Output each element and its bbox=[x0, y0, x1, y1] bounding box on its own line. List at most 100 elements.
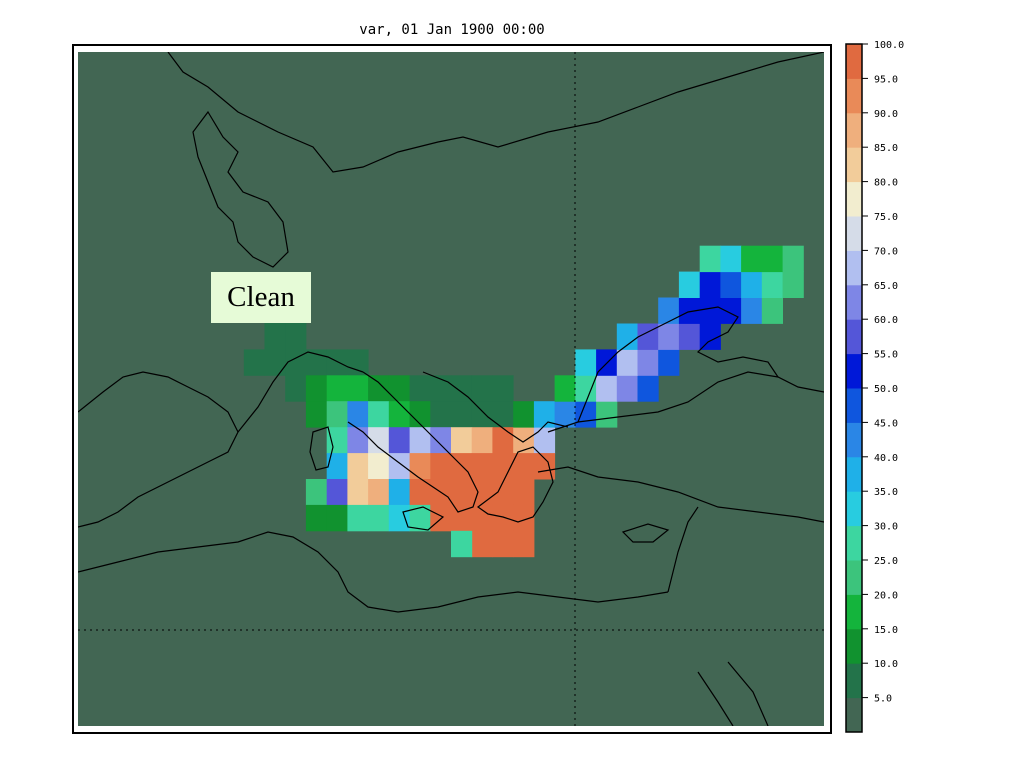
data-cell bbox=[326, 349, 348, 376]
colorbar-swatch bbox=[846, 697, 862, 733]
data-cell bbox=[285, 375, 307, 402]
data-cell bbox=[409, 375, 431, 402]
data-cell bbox=[305, 504, 328, 532]
colorbar-swatch bbox=[846, 353, 862, 389]
data-cell bbox=[409, 479, 431, 506]
data-cell bbox=[347, 427, 369, 454]
data-cell bbox=[741, 271, 763, 298]
data-cell bbox=[596, 375, 618, 402]
colorbar-tick-label: 15.0 bbox=[874, 625, 898, 636]
colorbar-swatch bbox=[846, 181, 862, 217]
data-cell bbox=[451, 504, 473, 532]
colorbar-swatch bbox=[846, 112, 862, 148]
data-cell bbox=[741, 245, 763, 273]
data-cell bbox=[658, 323, 680, 350]
data-cell bbox=[720, 297, 742, 324]
colorbar-swatch bbox=[846, 560, 862, 595]
data-cell bbox=[658, 297, 680, 324]
colorbar-swatches: 5.0 10.0 15.0 20.0 25.0 30.0 35.0 40.0 45.0 50.0 5… bbox=[845, 40, 904, 733]
map-title: var, 01 Jan 1900 00:00 bbox=[359, 22, 545, 38]
data-cell bbox=[430, 427, 452, 454]
colorbar-swatch bbox=[846, 44, 862, 79]
data-cell bbox=[347, 349, 369, 376]
data-cell bbox=[699, 323, 721, 350]
data-cell bbox=[409, 427, 431, 454]
data-cell bbox=[658, 349, 680, 376]
colorbar-tick-label: 90.0 bbox=[874, 109, 898, 120]
data-cell bbox=[782, 271, 804, 298]
data-cell bbox=[513, 401, 535, 428]
colorbar-swatch bbox=[846, 78, 862, 114]
data-cell bbox=[699, 245, 721, 273]
data-cell bbox=[451, 401, 473, 428]
data-cell bbox=[471, 479, 493, 506]
data-cell bbox=[699, 297, 721, 324]
coast-black-sea bbox=[577, 306, 779, 423]
data-cell bbox=[368, 375, 390, 402]
data-cell bbox=[388, 479, 410, 506]
data-cell bbox=[471, 453, 493, 480]
data-cell bbox=[678, 323, 701, 350]
data-cell bbox=[761, 271, 783, 298]
colorbar-swatch bbox=[846, 422, 862, 458]
data-cell bbox=[513, 530, 535, 558]
data-cell bbox=[741, 297, 763, 324]
data-cell bbox=[326, 479, 348, 506]
colorbar-tick-label: 50.0 bbox=[874, 384, 898, 395]
data-cell bbox=[533, 401, 556, 428]
data-cell bbox=[388, 427, 410, 454]
data-cell bbox=[347, 401, 369, 428]
data-cell bbox=[368, 504, 390, 532]
data-cell bbox=[575, 401, 597, 428]
data-cell bbox=[616, 375, 638, 402]
colorbar-swatch bbox=[846, 456, 862, 492]
data-cell bbox=[347, 504, 369, 532]
data-cell bbox=[451, 427, 473, 454]
data-cell bbox=[637, 349, 659, 376]
data-cell bbox=[305, 479, 328, 506]
colorbar-tick-label: 60.0 bbox=[874, 315, 898, 326]
data-cell bbox=[347, 479, 369, 506]
coast-greece bbox=[476, 446, 554, 523]
colorbar-swatch bbox=[846, 628, 862, 664]
coast-cyprus bbox=[621, 523, 670, 543]
data-cell bbox=[471, 427, 493, 454]
data-cell bbox=[326, 401, 348, 428]
colorbar-swatch bbox=[846, 594, 862, 630]
data-cell bbox=[492, 401, 514, 428]
data-cell bbox=[326, 504, 348, 532]
data-cell bbox=[513, 453, 535, 480]
data-cell bbox=[492, 530, 514, 558]
data-cell bbox=[471, 375, 493, 402]
data-cell bbox=[305, 401, 328, 428]
colorbar-swatch bbox=[846, 250, 862, 286]
data-cell bbox=[492, 504, 514, 532]
data-cell bbox=[699, 271, 721, 298]
data-cell bbox=[720, 245, 742, 273]
data-cell bbox=[285, 323, 307, 350]
coast-red-sea bbox=[697, 661, 769, 726]
colorbar-swatch bbox=[846, 388, 862, 423]
data-cell bbox=[637, 375, 659, 402]
data-cell bbox=[368, 427, 390, 454]
data-cell bbox=[471, 530, 493, 558]
data-cell bbox=[388, 504, 410, 532]
colorbar-tick-label: 40.0 bbox=[874, 453, 898, 464]
clean-annotation: Clean bbox=[211, 272, 311, 323]
data-cell bbox=[388, 401, 410, 428]
colorbar-swatch bbox=[846, 663, 862, 699]
coast-france bbox=[237, 351, 364, 433]
data-cell bbox=[554, 375, 576, 402]
data-cell bbox=[409, 453, 431, 480]
data-cell bbox=[451, 530, 473, 558]
data-cell bbox=[761, 297, 783, 324]
data-cell bbox=[305, 349, 328, 376]
coast-north-africa bbox=[78, 531, 669, 613]
data-cell bbox=[430, 401, 452, 428]
data-cell bbox=[451, 479, 473, 506]
data-cell bbox=[326, 453, 348, 480]
data-cell bbox=[761, 245, 783, 273]
data-cell bbox=[326, 375, 348, 402]
data-cell bbox=[368, 479, 390, 506]
data-cell bbox=[678, 297, 701, 324]
